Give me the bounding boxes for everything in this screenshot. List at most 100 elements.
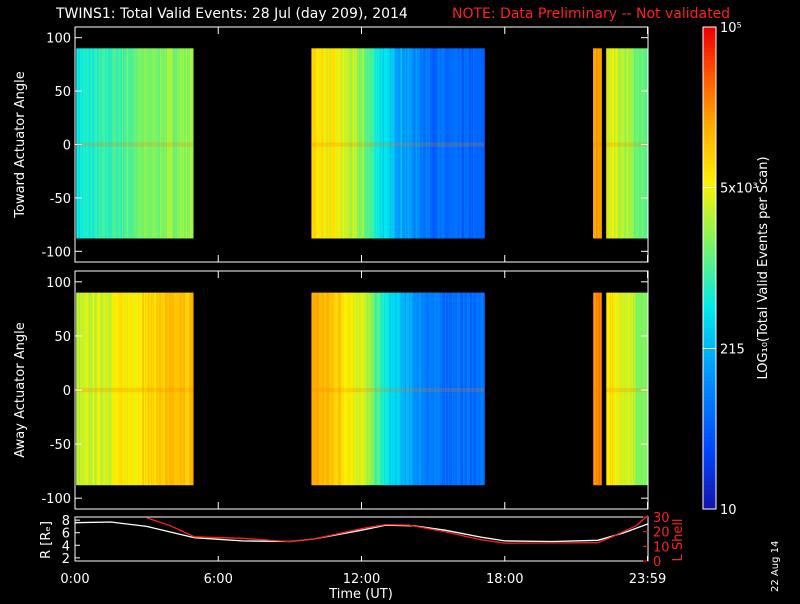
heatmap-column — [443, 48, 445, 239]
colorbar-step — [703, 59, 716, 64]
heatmap-column — [314, 48, 316, 239]
heatmap-column — [127, 48, 130, 239]
heatmap-column — [449, 48, 452, 239]
heatmap-column — [123, 48, 126, 239]
heatmap-column — [396, 292, 398, 486]
heatmap-column — [358, 292, 360, 486]
heatmap-column — [448, 292, 451, 486]
heatmap-column — [139, 292, 141, 486]
heatmap-column — [444, 292, 446, 486]
heatmap-column — [611, 48, 614, 239]
heatmap-column — [147, 48, 150, 239]
colorbar-step — [703, 412, 716, 418]
heatmap-column — [426, 292, 429, 486]
heatmap-column — [635, 48, 638, 239]
heatmap-column — [132, 292, 134, 486]
heatmap-column — [433, 48, 435, 239]
heatmap-column — [447, 292, 450, 486]
heatmap-column — [476, 48, 478, 239]
heatmap-column — [422, 292, 424, 486]
heatmap-column — [115, 292, 117, 486]
heatmap-column — [350, 292, 352, 486]
colorbar-step — [703, 448, 716, 454]
heatmap-column — [147, 292, 150, 486]
heatmap-column — [158, 292, 160, 486]
heatmap-column — [325, 292, 327, 486]
heatmap-column — [317, 292, 319, 486]
heatmap-column — [166, 292, 169, 486]
heatmap-column — [101, 292, 104, 486]
chart-title: TWINS1: Total Valid Events: 28 Jul (day … — [56, 6, 408, 22]
heatmap-column — [131, 48, 133, 239]
colorbar-step — [703, 456, 716, 462]
heatmap-column — [331, 292, 333, 486]
heatmap-column — [135, 48, 137, 239]
colorbar-step — [703, 308, 716, 313]
heatmap-column — [77, 48, 79, 239]
colorbar-step — [703, 348, 716, 353]
heatmap-column — [324, 48, 327, 239]
heatmap-column — [192, 292, 194, 486]
heatmap-column — [342, 292, 345, 486]
colorbar-step — [703, 127, 716, 132]
colorbar-step — [703, 135, 716, 140]
heatmap-column — [143, 292, 145, 486]
xtick-label: 0:00 — [60, 572, 89, 587]
heatmap-column — [443, 292, 445, 486]
colorbar-step — [703, 452, 716, 458]
heatmap-column — [98, 292, 100, 486]
heatmap-column — [453, 292, 455, 486]
colorbar-step — [703, 364, 716, 369]
heatmap-column — [343, 292, 346, 486]
heatmap-column — [162, 292, 164, 486]
heatmap-column — [175, 292, 177, 486]
heatmap-column — [390, 48, 392, 239]
heatmap-column — [388, 292, 391, 486]
heatmap-column — [172, 292, 174, 486]
colorbar-step — [703, 139, 716, 144]
heatmap-column — [369, 48, 371, 239]
heatmap-column — [431, 48, 433, 239]
heatmap-column — [312, 48, 314, 239]
orbit-left-label: R [Rₑ] — [39, 521, 54, 559]
colorbar-step — [703, 263, 716, 269]
heatmap-column — [459, 48, 461, 239]
heatmap-column — [109, 292, 111, 486]
heatmap-column — [92, 292, 94, 486]
heatmap-column — [328, 292, 330, 486]
heatmap-column — [87, 48, 89, 239]
colorbar-step — [703, 187, 716, 193]
heatmap-column — [412, 48, 414, 239]
heatmap-column — [629, 292, 631, 486]
colorbar-step — [703, 360, 716, 365]
heatmap-column — [620, 48, 622, 239]
heatmap-column — [440, 48, 442, 239]
heatmap-column — [340, 292, 343, 486]
heatmap-column — [386, 292, 389, 486]
heatmap-column — [646, 292, 648, 486]
heatmap-column — [167, 48, 170, 239]
heatmap-column — [474, 292, 476, 486]
ytick-label: -50 — [50, 438, 71, 453]
heatmap-column — [618, 292, 620, 486]
heatmap-column — [446, 48, 448, 239]
heatmap-column — [419, 292, 421, 486]
heatmap-column — [456, 48, 458, 239]
heatmap-column — [641, 292, 643, 486]
heatmap-column — [126, 292, 129, 486]
colorbar-step — [703, 472, 716, 478]
orbit-frame — [74, 516, 649, 562]
heatmap-column — [397, 292, 399, 486]
heatmap-column — [425, 48, 428, 239]
heatmap-column — [642, 48, 644, 239]
heatmap-column — [385, 292, 388, 486]
heatmap-column — [90, 292, 92, 486]
heatmap-column — [134, 292, 136, 486]
colorbar-step — [703, 292, 716, 297]
colorbar-step — [703, 492, 716, 498]
heatmap-column — [425, 292, 427, 486]
heatmap-column — [96, 48, 98, 239]
colorbar-step — [703, 27, 716, 32]
heatmap-column — [336, 292, 338, 486]
colorbar-step — [703, 344, 716, 349]
